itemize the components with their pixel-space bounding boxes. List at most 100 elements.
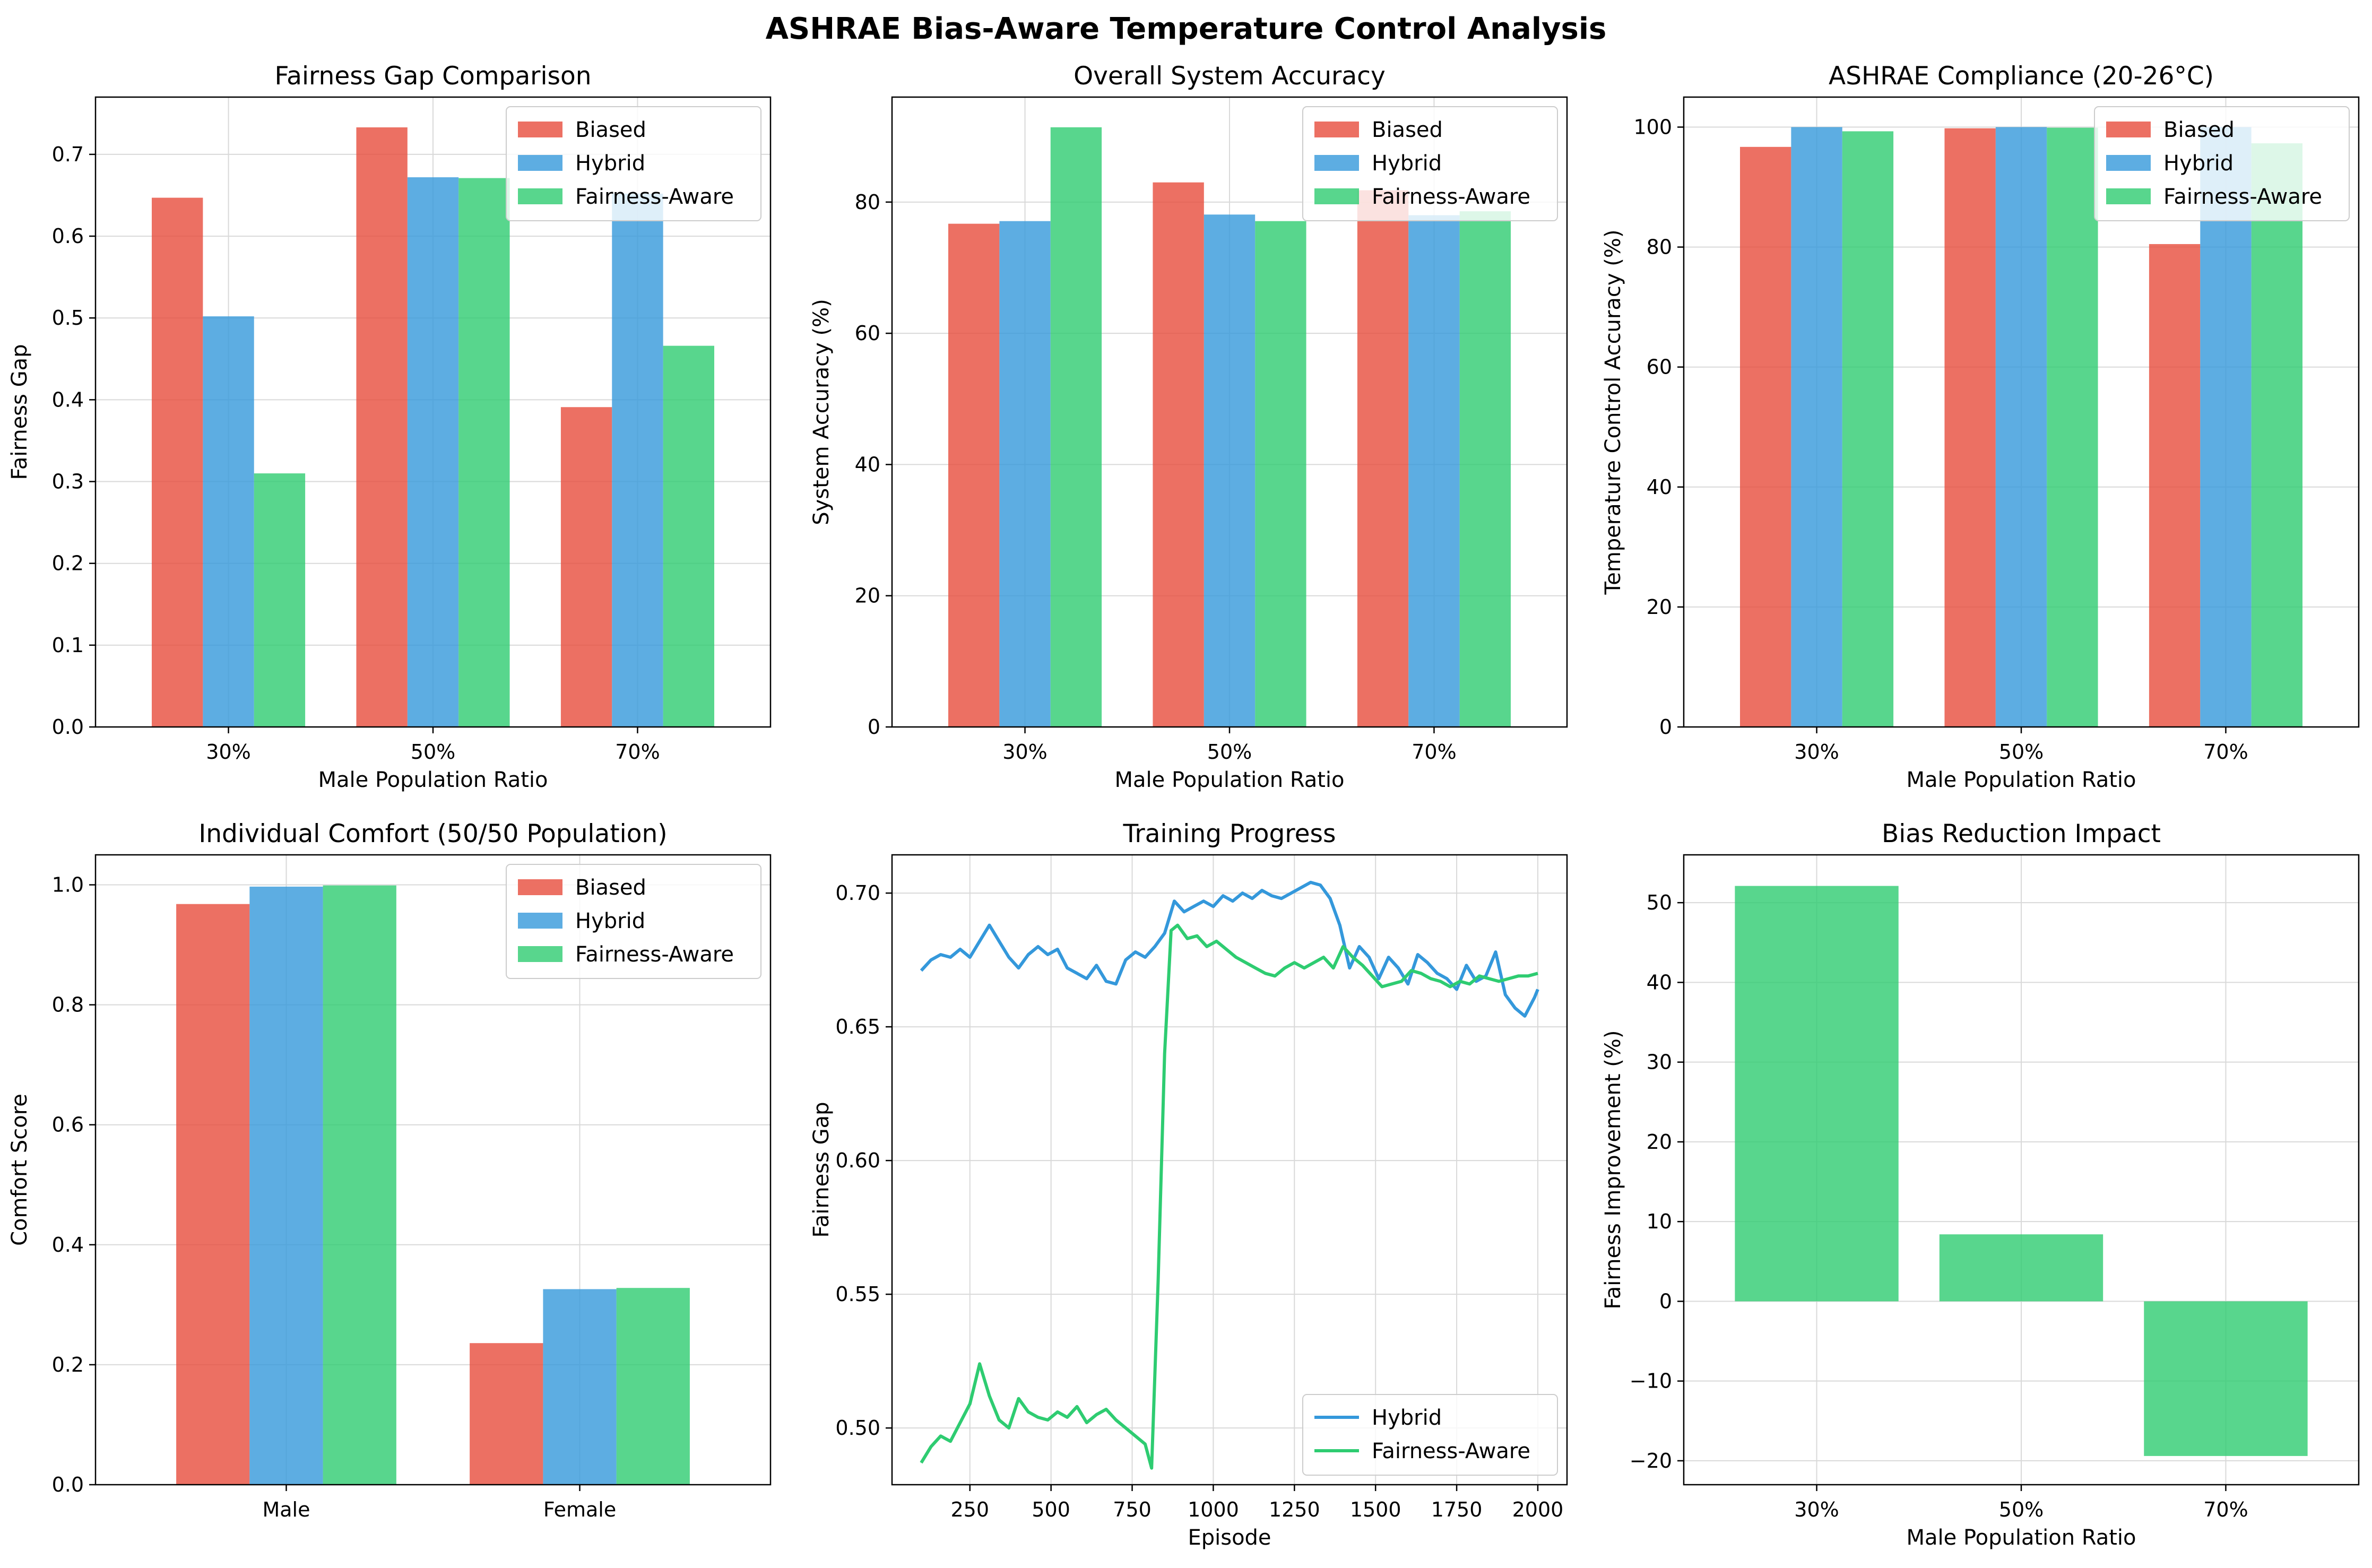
y-tick-label: 60 [855, 322, 880, 345]
x-tick-label: 50% [1999, 740, 2044, 764]
bar-fairness-aware-50pct [1255, 221, 1306, 727]
bar-fairness-aware-female [616, 1288, 690, 1485]
y-tick-label: 0 [1659, 715, 1672, 739]
bar-improvement-70pct [2144, 1301, 2308, 1456]
legend-swatch [2106, 122, 2151, 137]
y-tick-label: 50 [1647, 891, 1672, 914]
legend-swatch [518, 879, 562, 895]
y-axis-label: Fairness Gap [7, 344, 32, 480]
x-tick-label: 1500 [1350, 1498, 1401, 1521]
x-tick-label: 2000 [1512, 1498, 1564, 1521]
line-hybrid [920, 880, 1539, 1018]
legend-label: Hybrid [575, 909, 645, 933]
x-axis-label: Male Population Ratio [1906, 1526, 2136, 1550]
legend-swatch [518, 913, 562, 929]
y-tick-label: 0.8 [52, 993, 84, 1017]
panel-title: ASHRAE Compliance (20-26°C) [1829, 62, 2214, 91]
legend-label: Hybrid [1372, 1406, 1442, 1430]
panel-training-progress: 0.50 0.55 0.60 0.65 0.70 250 500 750 1000 1250 150… [809, 819, 1568, 1550]
y-tick-label: 0.55 [835, 1283, 880, 1306]
y-tick-label: 0.0 [52, 1473, 84, 1496]
legend-label: Fairness-Aware [1372, 1439, 1530, 1463]
y-tick-label: 0 [868, 715, 880, 739]
bar-hybrid-50pct [1995, 127, 2047, 727]
y-tick-label: 0.50 [835, 1416, 880, 1440]
panel-title: Individual Comfort (50/50 Population) [198, 819, 667, 848]
y-axis-label: Comfort Score [7, 1094, 32, 1246]
bar-hybrid-70pct [1408, 215, 1460, 727]
legend: Biased Hybrid Fairness-Aware [1302, 106, 1558, 221]
x-tick-label: 70% [2203, 1498, 2248, 1521]
x-tick-label: 250 [951, 1498, 990, 1521]
line-fairness-aware [920, 923, 1538, 1470]
y-tick-label: 0.6 [52, 1113, 84, 1137]
legend-swatch [518, 122, 562, 137]
y-tick-label: 1.0 [52, 873, 84, 897]
bar-hybrid-30pct [203, 316, 254, 727]
y-tick-label: 10 [1647, 1210, 1672, 1233]
bar-biased-male [176, 904, 250, 1485]
panel-title: Training Progress [1123, 819, 1336, 848]
y-tick-label: 0.7 [52, 143, 84, 166]
y-tick-label: 0.2 [52, 552, 84, 575]
bar-fairness-aware-50pct [2047, 127, 2098, 727]
panel-fairness-gap: 0.0 0.1 0.2 0.3 0.4 0.5 0.6 0.7 30% 50% 70% Fairnes… [7, 62, 772, 792]
y-tick-label: −10 [1630, 1370, 1672, 1393]
bar-hybrid-70pct [2200, 127, 2252, 727]
y-tick-label: 0.3 [52, 470, 84, 493]
x-tick-label: 70% [2203, 740, 2248, 764]
y-axis-label: System Accuracy (%) [809, 299, 834, 525]
panel-ashrae-compliance: 0 20 40 60 80 100 30% 50% 70% ASHRAE Compliance (… [1601, 62, 2360, 792]
bar-biased-female [470, 1343, 543, 1485]
y-tick-label: 60 [1647, 356, 1672, 379]
x-tick-label: 30% [1794, 740, 1839, 764]
x-tick-label: Female [543, 1498, 616, 1521]
x-tick-label: 500 [1032, 1498, 1070, 1521]
legend-swatch [1314, 188, 1359, 204]
legend-swatch [1314, 155, 1359, 171]
legend-label: Hybrid [575, 151, 645, 176]
legend-label: Fairness-Aware [1372, 185, 1530, 209]
x-axis-label: Episode [1188, 1526, 1271, 1550]
axes-frame [891, 854, 1568, 1486]
bar-fairness-aware-70pct [2251, 143, 2302, 727]
bar-fairness-aware-30pct [254, 473, 306, 727]
x-tick-label: 1000 [1188, 1498, 1239, 1521]
legend-swatch [518, 155, 562, 171]
bar-fairness-aware-30pct [1050, 127, 1102, 727]
x-tick-label: 50% [1207, 740, 1252, 764]
y-tick-label: 0.2 [52, 1353, 84, 1376]
bar-hybrid-70pct [612, 193, 663, 727]
y-tick-label: 40 [855, 453, 880, 476]
y-tick-label: 80 [855, 190, 880, 214]
bar-fairness-aware-70pct [663, 345, 714, 727]
y-tick-label: 100 [1633, 116, 1672, 139]
legend: Biased Hybrid Fairness-Aware [506, 864, 761, 979]
y-tick-label: 0.60 [835, 1149, 880, 1172]
legend-label: Biased [1372, 118, 1443, 142]
legend-label: Hybrid [1372, 151, 1442, 176]
x-axis-label: Male Population Ratio [318, 768, 548, 792]
bar-improvement-50pct [1939, 1234, 2103, 1302]
y-tick-label: 20 [1647, 1130, 1672, 1154]
legend-box [506, 864, 761, 979]
panel-bias-reduction: −20 −10 0 10 20 30 40 50 30% 50% 70% Bias Reduction… [1601, 819, 2360, 1550]
panel-individual-comfort: 0.0 0.2 0.4 0.6 0.8 1.0 Male Female Individual C… [7, 819, 772, 1521]
y-tick-label: 80 [1647, 236, 1672, 259]
x-axis-label: Male Population Ratio [1906, 768, 2136, 792]
y-tick-label: 0.6 [52, 224, 84, 248]
y-tick-label: 40 [1647, 971, 1672, 994]
legend-label: Fairness-Aware [575, 185, 734, 209]
x-tick-label: 1750 [1431, 1498, 1483, 1521]
y-tick-label: 30 [1647, 1051, 1672, 1074]
bar-biased-70pct [1357, 190, 1409, 727]
bar-biased-70pct [560, 407, 612, 727]
legend-box [506, 106, 761, 221]
y-tick-label: 40 [1647, 475, 1672, 499]
legend-swatch [2106, 188, 2151, 204]
legend: Biased Hybrid Fairness-Aware [506, 106, 761, 221]
bar-improvement-30pct [1735, 886, 1899, 1302]
legend-label: Biased [575, 118, 646, 142]
legend-swatch [1314, 122, 1359, 137]
